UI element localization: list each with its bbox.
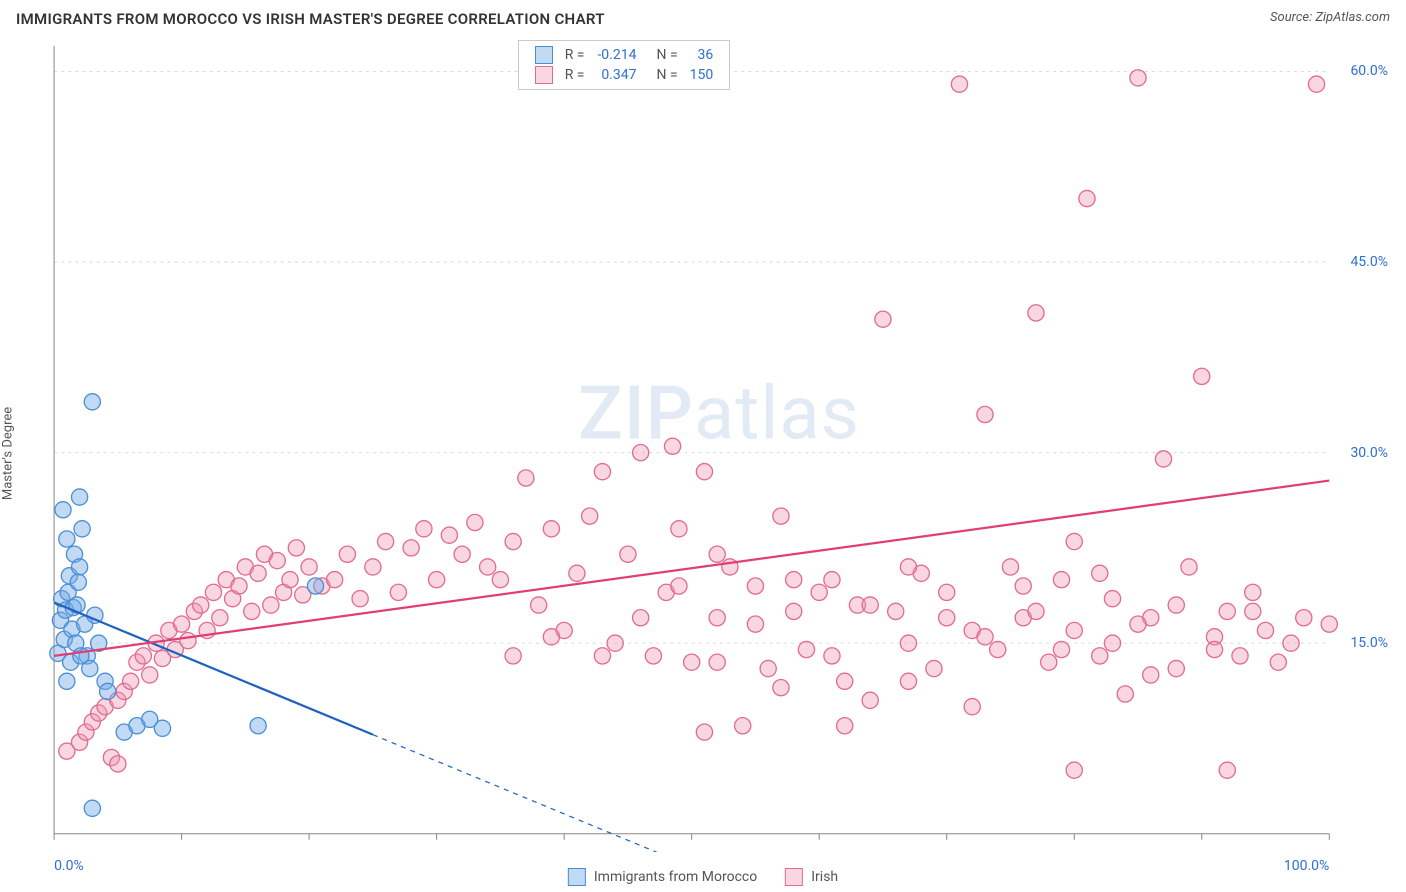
x-tick-label: 100.0% <box>1284 858 1329 874</box>
chart-title: IMMIGRANTS FROM MOROCCO VS IRISH MASTER'… <box>16 10 605 28</box>
chart-plot-area: ZIPatlas R =-0.214N =36R =0.347N =150 15… <box>48 40 1390 852</box>
legend-row: R =-0.214N =36 <box>529 45 720 65</box>
y-tick-label: 30.0% <box>1350 445 1388 461</box>
source-prefix: Source: <box>1270 10 1315 25</box>
correlation-legend-table: R =-0.214N =36R =0.347N =150 <box>529 45 720 85</box>
series-legend: Immigrants from Morocco Irish <box>568 868 838 886</box>
y-tick-label: 60.0% <box>1350 63 1388 79</box>
y-axis-label: Master's Degree <box>1 407 16 500</box>
legend-item: Irish <box>785 868 838 886</box>
legend-swatch <box>785 868 803 886</box>
legend-label: Irish <box>811 869 838 885</box>
legend-item: Immigrants from Morocco <box>568 868 757 886</box>
legend-label: Immigrants from Morocco <box>594 869 757 885</box>
legend-swatch <box>535 66 553 84</box>
scatter-chart-svg <box>48 40 1390 852</box>
correlation-legend-box: R =-0.214N =36R =0.347N =150 <box>518 40 731 90</box>
y-tick-label: 45.0% <box>1350 254 1388 270</box>
y-tick-label: 15.0% <box>1350 635 1388 651</box>
legend-swatch <box>535 46 553 64</box>
x-tick-label: 0.0% <box>54 858 84 874</box>
source-attribution: Source: ZipAtlas.com <box>1270 10 1390 25</box>
source-link[interactable]: ZipAtlas.com <box>1315 10 1390 25</box>
legend-swatch <box>568 868 586 886</box>
legend-row: R =0.347N =150 <box>529 65 720 85</box>
